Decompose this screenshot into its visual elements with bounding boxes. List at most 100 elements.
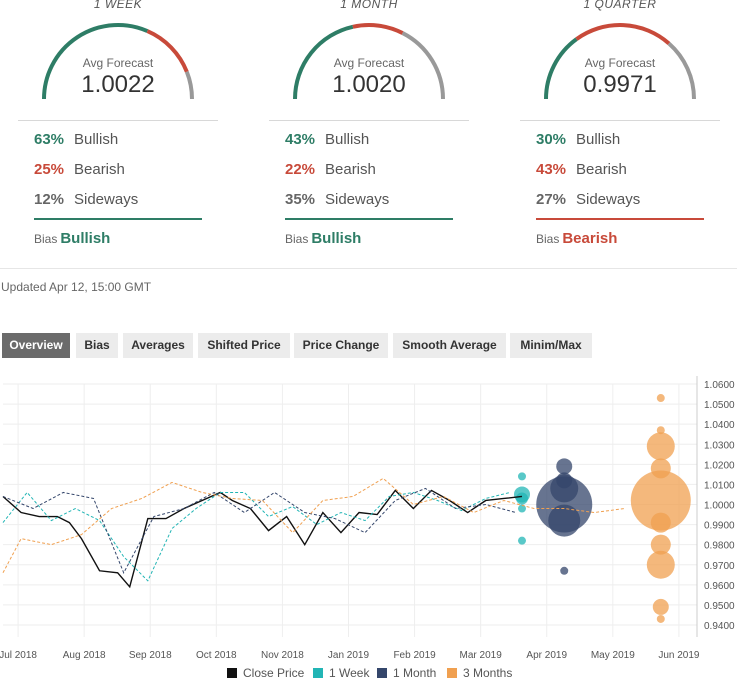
- chart-legend: Close Price 1 Week 1 Month 3 Months: [0, 666, 737, 680]
- bubble-1-month[interactable]: [560, 566, 569, 575]
- tab-price-change[interactable]: Price Change: [294, 333, 388, 358]
- y-tick-label: 0.9600: [704, 581, 735, 592]
- bullish-label: Bullish: [576, 131, 621, 148]
- bullish-pct: 30%: [536, 131, 567, 148]
- x-tick-label: Mar 2019: [460, 650, 503, 661]
- divider: [18, 120, 218, 121]
- y-tick-label: 0.9700: [704, 561, 735, 572]
- y-tick-label: 0.9900: [704, 521, 735, 532]
- bubble-3-months[interactable]: [652, 598, 669, 615]
- legend-swatch: [377, 668, 387, 678]
- series-line-1-week[interactable]: [2, 491, 511, 582]
- bearish-label: Bearish: [74, 161, 125, 178]
- period-label: 1 QUARTER: [583, 0, 657, 11]
- divider: [269, 120, 469, 121]
- bubble-1-month[interactable]: [556, 458, 573, 475]
- legend-item-close-price[interactable]: Close Price: [227, 666, 304, 680]
- y-tick-label: 0.9800: [704, 541, 735, 552]
- bearish-row: 25% Bearish: [34, 161, 125, 178]
- sentiment-gauge: [293, 23, 445, 100]
- gauge-segment-bullish: [42, 23, 149, 100]
- bubble-1-week[interactable]: [515, 492, 528, 505]
- divider: [520, 120, 720, 121]
- sideways-label: Sideways: [325, 191, 390, 208]
- sideways-pct: 27%: [536, 191, 567, 208]
- bubble-1-week[interactable]: [517, 472, 526, 481]
- tab-shifted-price[interactable]: Shifted Price: [198, 333, 290, 358]
- tab-minim-max[interactable]: Minim/Max: [510, 333, 592, 358]
- legend-item-1-week[interactable]: 1 Week: [313, 666, 369, 680]
- legend-label: 1 Week: [329, 666, 370, 680]
- bullish-row: 30% Bullish: [536, 131, 620, 148]
- x-tick-label: Nov 2018: [261, 650, 304, 661]
- bubble-3-months[interactable]: [650, 512, 671, 533]
- bubble-3-months[interactable]: [656, 426, 665, 435]
- y-tick-label: 1.0600: [704, 380, 735, 391]
- tab-bias[interactable]: Bias: [76, 333, 118, 358]
- legend-label: 3 Months: [463, 666, 513, 680]
- y-tick-label: 1.0400: [704, 420, 735, 431]
- sideways-label: Sideways: [576, 191, 641, 208]
- x-tick-label: Oct 2018: [196, 650, 237, 661]
- grid: [3, 383, 697, 637]
- avg-forecast-label: Avg Forecast: [584, 56, 656, 70]
- tab-averages[interactable]: Averages: [123, 333, 193, 358]
- bias-underline: [285, 218, 453, 220]
- bullish-label: Bullish: [74, 131, 119, 148]
- forecast-chart: 1.0600 1.0500 1.0400 1.0300 1.0200 1.0100 1.00…: [0, 376, 735, 661]
- bias-row: Bias Bearish: [536, 230, 617, 247]
- bullish-row: 43% Bullish: [285, 131, 369, 148]
- gauge-segment-bullish: [544, 37, 578, 100]
- updated-timestamp: Updated Apr 12, 15:00 GMT: [1, 280, 152, 294]
- series-line-3-months[interactable]: [2, 477, 625, 574]
- tab-overview[interactable]: Overview: [2, 333, 70, 358]
- series-line-1-month[interactable]: [2, 487, 517, 574]
- bias-label: Bias: [285, 232, 309, 246]
- period-label: 1 MONTH: [340, 0, 398, 11]
- section-divider: [0, 268, 737, 269]
- bearish-row: 43% Bearish: [536, 161, 627, 178]
- bullish-pct: 43%: [285, 131, 316, 148]
- bubble-3-months[interactable]: [646, 432, 675, 461]
- tab-smooth-average[interactable]: Smooth Average: [393, 333, 506, 358]
- gauge-segment-sideways: [667, 41, 696, 100]
- bias-underline: [536, 218, 704, 220]
- legend-item-3-months[interactable]: 3 Months: [447, 666, 512, 680]
- bias-underline: [34, 218, 202, 220]
- gauge-segment-sideways: [401, 31, 445, 100]
- bubble-3-months[interactable]: [656, 614, 665, 623]
- sentiment-gauge: [544, 23, 696, 100]
- bullish-pct: 63%: [34, 131, 65, 148]
- x-tick-label: Aug 2018: [63, 650, 106, 661]
- legend-item-1-month[interactable]: 1 Month: [377, 666, 436, 680]
- bubble-3-months[interactable]: [646, 550, 675, 579]
- bubble-1-month[interactable]: [548, 504, 581, 537]
- x-tick-label: Jun 2019: [658, 650, 700, 661]
- bubble-3-months[interactable]: [650, 534, 671, 555]
- bearish-pct: 25%: [34, 161, 65, 178]
- sideways-row: 12% Sideways: [34, 191, 138, 208]
- avg-forecast-label: Avg Forecast: [82, 56, 154, 70]
- gauge-segment-bearish: [146, 29, 189, 73]
- bubble-3-months[interactable]: [656, 394, 665, 403]
- bubble-1-week[interactable]: [517, 504, 526, 513]
- bias-value: Bullish: [60, 230, 111, 247]
- y-tick-label: 1.0100: [704, 480, 735, 491]
- bias-value: Bearish: [562, 230, 618, 247]
- legend-swatch: [313, 668, 323, 678]
- x-tick-label: Jan 2019: [328, 650, 370, 661]
- gauge-segment-sideways: [184, 71, 194, 100]
- y-tick-label: 0.9400: [704, 621, 735, 632]
- avg-forecast-label: Avg Forecast: [333, 56, 405, 70]
- y-tick-label: 1.0200: [704, 460, 735, 471]
- bubble-3-months[interactable]: [630, 470, 691, 531]
- bubble-1-week[interactable]: [517, 536, 526, 545]
- y-tick-label: 0.9500: [704, 601, 735, 612]
- bearish-row: 22% Bearish: [285, 161, 376, 178]
- avg-forecast-value: 1.0020: [332, 71, 406, 98]
- period-label: 1 WEEK: [93, 0, 143, 11]
- legend-label: Close Price: [243, 666, 305, 680]
- sideways-row: 35% Sideways: [285, 191, 389, 208]
- x-tick-label: Sep 2018: [129, 650, 172, 661]
- bias-label: Bias: [34, 232, 58, 246]
